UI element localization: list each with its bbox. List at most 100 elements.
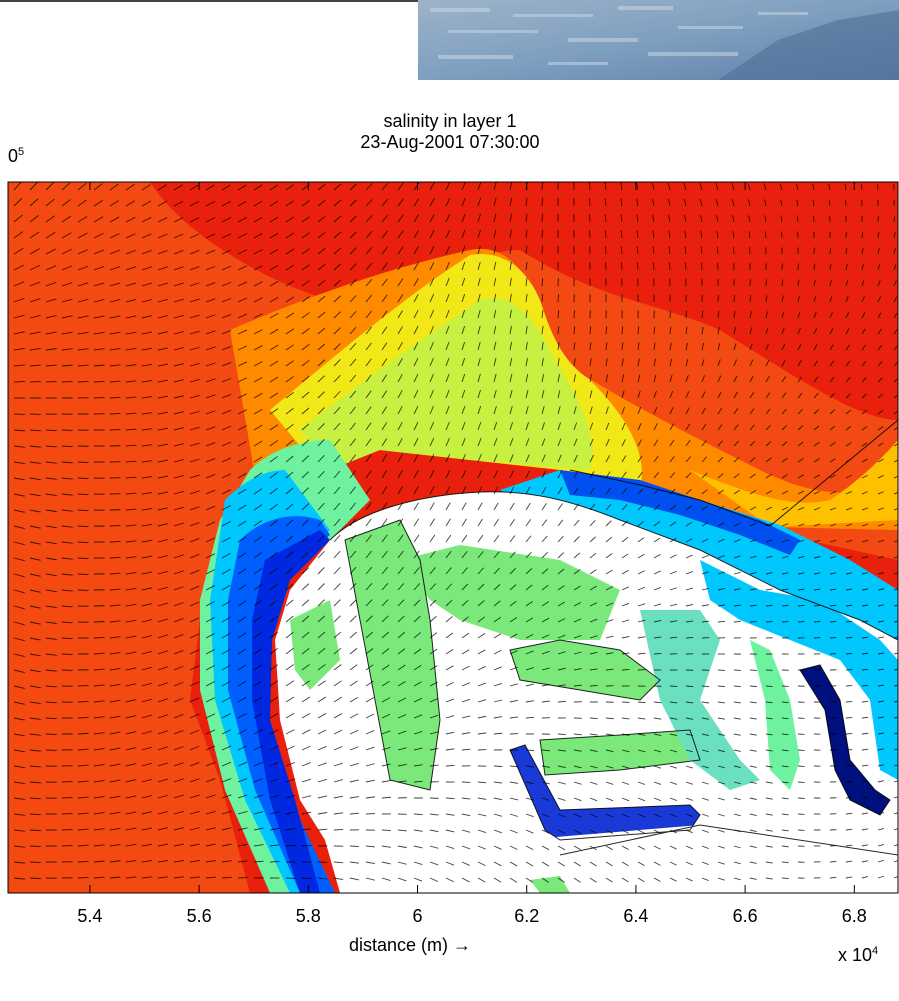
velocity-arrow — [733, 538, 741, 543]
velocity-arrow — [509, 277, 512, 287]
velocity-arrow — [365, 486, 372, 495]
velocity-arrow — [701, 685, 710, 688]
velocity-arrow — [413, 198, 420, 207]
velocity-arrow — [845, 474, 852, 479]
velocity-arrow — [285, 280, 295, 287]
velocity-arrow — [541, 182, 544, 191]
velocity-arrow — [877, 426, 884, 431]
velocity-arrow — [669, 701, 678, 704]
velocity-arrow — [397, 358, 403, 367]
velocity-arrow — [765, 279, 768, 287]
velocity-arrow — [237, 568, 247, 575]
velocity-arrow — [877, 875, 884, 879]
velocity-arrow — [189, 506, 200, 511]
velocity-arrow — [141, 603, 153, 607]
velocity-arrow — [589, 797, 598, 802]
velocity-arrow — [621, 619, 630, 623]
velocity-arrow — [461, 698, 471, 703]
velocity-arrow — [685, 571, 693, 575]
velocity-arrow — [125, 827, 137, 831]
velocity-arrow — [636, 214, 639, 223]
velocity-arrow — [381, 358, 388, 367]
velocity-arrow — [893, 248, 896, 255]
velocity-arrow — [605, 455, 611, 463]
velocity-arrow — [685, 326, 688, 335]
velocity-arrow — [557, 861, 566, 867]
velocity-arrow — [237, 860, 248, 863]
velocity-arrow — [141, 843, 153, 847]
velocity-arrow — [29, 557, 41, 561]
velocity-arrow — [141, 184, 151, 191]
velocity-arrow — [141, 200, 152, 207]
velocity-arrow — [605, 246, 607, 255]
velocity-arrow — [541, 667, 550, 671]
velocity-arrow — [45, 669, 57, 672]
velocity-arrow — [765, 797, 773, 800]
velocity-arrow — [61, 557, 73, 560]
velocity-arrow — [493, 551, 500, 559]
velocity-arrow — [589, 438, 594, 447]
velocity-arrow — [333, 615, 341, 623]
velocity-arrow — [365, 566, 373, 575]
velocity-arrow — [509, 245, 512, 255]
velocity-arrow — [365, 534, 372, 543]
velocity-arrow — [141, 650, 153, 655]
velocity-arrow — [349, 696, 359, 703]
velocity-arrow — [45, 298, 57, 303]
velocity-arrow — [205, 410, 216, 415]
velocity-arrow — [861, 328, 866, 335]
velocity-arrow — [653, 488, 660, 495]
velocity-arrow — [509, 182, 513, 191]
velocity-arrow — [845, 247, 848, 255]
velocity-arrow — [301, 631, 310, 639]
velocity-arrow — [125, 396, 137, 399]
velocity-arrow — [605, 861, 613, 867]
velocity-arrow — [317, 583, 325, 591]
velocity-arrow — [637, 553, 645, 559]
velocity-arrow — [429, 877, 439, 882]
velocity-arrow — [669, 521, 677, 527]
velocity-arrow — [253, 827, 264, 831]
velocity-arrow — [637, 390, 641, 399]
velocity-arrow — [157, 634, 168, 639]
velocity-arrow — [221, 489, 231, 495]
velocity-arrow — [493, 261, 497, 271]
velocity-arrow — [173, 395, 184, 399]
velocity-arrow — [301, 359, 310, 367]
velocity-arrow — [317, 664, 326, 671]
velocity-arrow — [845, 844, 853, 847]
velocity-arrow — [173, 713, 184, 719]
velocity-arrow — [237, 297, 248, 303]
velocity-arrow — [333, 199, 342, 207]
velocity-arrow — [829, 311, 833, 319]
velocity-arrow — [173, 200, 184, 207]
velocity-arrow — [589, 749, 598, 752]
velocity-arrow — [781, 506, 789, 511]
velocity-arrow — [45, 509, 57, 513]
velocity-arrow — [573, 845, 582, 851]
velocity-arrow — [333, 762, 343, 767]
velocity-arrow — [429, 731, 439, 735]
velocity-arrow — [109, 380, 121, 383]
velocity-arrow — [731, 183, 735, 191]
velocity-arrow — [253, 680, 263, 687]
velocity-arrow — [125, 524, 137, 527]
velocity-arrow — [509, 633, 518, 639]
velocity-arrow — [445, 230, 450, 239]
velocity-arrow — [349, 713, 359, 719]
velocity-arrow — [253, 265, 263, 271]
velocity-arrow — [317, 199, 326, 207]
velocity-arrow — [861, 409, 868, 415]
velocity-arrow — [93, 298, 105, 303]
velocity-arrow — [525, 749, 535, 751]
velocity-arrow — [877, 604, 885, 607]
velocity-arrow — [445, 325, 450, 335]
velocity-arrow — [349, 406, 356, 415]
velocity-arrow — [861, 296, 865, 303]
velocity-arrow — [733, 343, 737, 351]
velocity-arrow — [141, 587, 153, 591]
velocity-arrow — [157, 859, 169, 863]
velocity-arrow — [109, 876, 121, 879]
velocity-arrow — [445, 845, 455, 850]
velocity-arrow — [269, 216, 279, 223]
